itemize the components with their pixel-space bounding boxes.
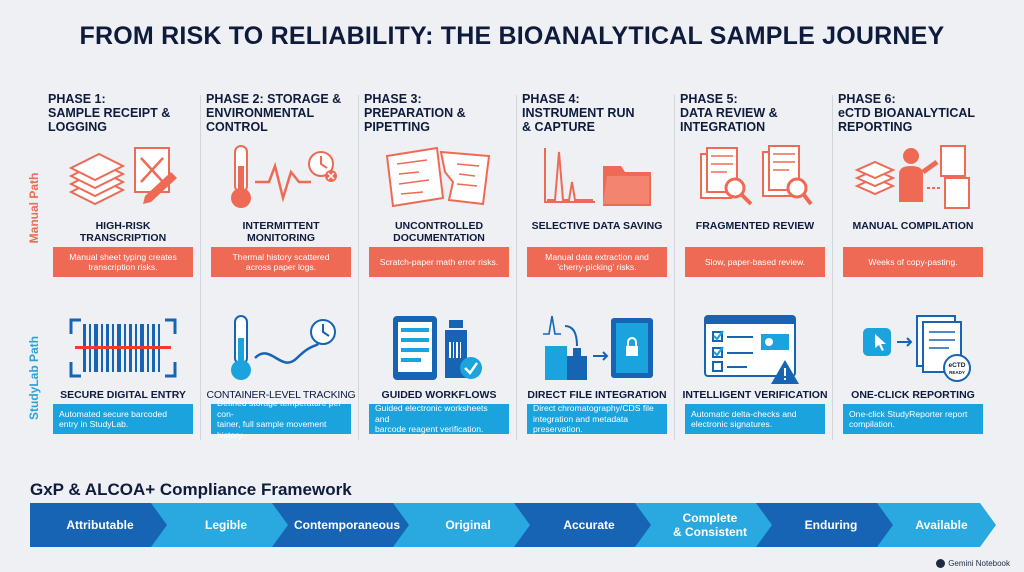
instrument-vault-icon [543, 315, 653, 380]
column-divider [674, 95, 675, 440]
studylab-caption: GUIDED WORKFLOWS [381, 389, 497, 401]
column-divider [358, 95, 359, 440]
barcode-scan-icon [69, 318, 177, 378]
phase-column-4: PHASE 4: INSTRUMENT RUN & CAPTURE SELECTIV… [522, 92, 672, 442]
phase-title: PHASE 4: INSTRUMENT RUN & CAPTURE [522, 92, 635, 134]
studylab-caption: CONTAINER-LEVEL TRACKING [206, 389, 356, 401]
studylab-caption: DIRECT FILE INTEGRATION [527, 389, 667, 401]
chromatogram-folder-icon [544, 148, 651, 206]
phase-title: PHASE 1: SAMPLE RECEIPT & LOGGING [48, 92, 171, 134]
column-divider [200, 95, 201, 440]
manual-caption: UNCONTROLLED DOCUMENTATION [393, 220, 485, 244]
paper-stack-pen-icon [68, 147, 177, 206]
chevron-contemporaneous: Contemporaneous [272, 503, 412, 547]
studylab-description: Direct chromatography/CDS file integratio… [527, 403, 667, 434]
manual-caption: HIGH-RISK TRANSCRIPTION [79, 220, 167, 244]
phase-column-1: PHASE 1: SAMPLE RECEIPT & LOGGING HIGH-RIS… [48, 92, 198, 442]
manual-description: Manual data extraction and'cherry-pickin… [527, 247, 667, 277]
manual-caption: MANUAL COMPILATION [852, 220, 974, 232]
phase-title: PHASE 5: DATA REVIEW & INTEGRATION [680, 92, 778, 134]
chevron-legible: Legible [151, 503, 291, 547]
manual-description: Slow, paper-based review. [685, 247, 825, 277]
phase-column-2: PHASE 2: STORAGE & ENVIRONMENTAL CONTROL I… [206, 92, 356, 442]
scratch-paper-icon [385, 146, 491, 208]
thermometer-clock-icon [231, 145, 337, 208]
documents-magnifier-icon [700, 145, 813, 206]
manual-description: Manual sheet typing creates transcription… [53, 247, 193, 277]
chevron-accurate: Accurate [514, 503, 654, 547]
studylab-description: Automated secure barcoded entry in StudyL… [53, 404, 193, 434]
checklist-warning-icon [704, 315, 799, 384]
manual-description: Thermal history scattered across paper lo… [211, 247, 351, 277]
phase-column-5: PHASE 5: DATA REVIEW & INTEGRATION FRAGMEN… [680, 92, 830, 442]
studylab-description: Automatic delta-checks and electronic sig… [685, 404, 825, 434]
studylab-path-label: StudyLab Path [27, 336, 41, 421]
svg-text:READY: READY [949, 370, 965, 375]
tablet-reagent-icon [393, 316, 482, 380]
chevron-available: Available [877, 503, 996, 547]
manual-path-label: Manual Path [27, 172, 41, 244]
person-documents-icon [854, 145, 970, 209]
studylab-description: Defined storage temperature per con-tain… [211, 398, 351, 440]
phase-title: PHASE 3: PREPARATION & PIPETTING [364, 92, 466, 134]
manual-description: Scratch-paper math error risks. [369, 247, 509, 277]
column-divider [832, 95, 833, 440]
studylab-description: One-click StudyReporter report compilatio… [843, 404, 983, 434]
framework-title: GxP & ALCOA+ Compliance Framework [30, 480, 352, 499]
thermometer-tracking-icon [231, 315, 336, 380]
studylab-caption: ONE-CLICK REPORTING [851, 389, 975, 401]
page-title: FROM RISK TO RELIABILITY: THE BIOANALYTI… [79, 22, 945, 50]
phase-column-3: PHASE 3: PREPARATION & PIPETTING UNCONTROL… [364, 92, 514, 442]
chevron-enduring: Enduring [756, 503, 896, 547]
phase-column-6: PHASE 6: eCTD BIOANALYTICAL REPORTING MANU… [838, 92, 988, 442]
phase-title: PHASE 6: eCTD BIOANALYTICAL REPORTING [838, 92, 976, 134]
studylab-caption: INTELLIGENT VERIFICATION [682, 389, 828, 401]
manual-caption: FRAGMENTED REVIEW [695, 220, 815, 232]
one-click-report-icon: eCTD READY [863, 315, 971, 382]
chevron-complete-consistent: Complete & Consistent [635, 503, 775, 547]
manual-description: Weeks of copy-pasting. [843, 247, 983, 277]
manual-caption: INTERMITTENT MONITORING [242, 220, 320, 244]
alcoa-chevron-row: Attributable Legible Contemporaneous Ori… [30, 503, 996, 547]
phase-title: PHASE 2: STORAGE & ENVIRONMENTAL CONTROL [206, 92, 342, 134]
chevron-original: Original [393, 503, 533, 547]
manual-caption: SELECTIVE DATA SAVING [531, 220, 663, 232]
notebook-logo-icon [936, 559, 946, 568]
studylab-caption: SECURE DIGITAL ENTRY [60, 389, 186, 401]
credit-label: Gemini Notebook [936, 559, 1010, 568]
chevron-attributable: Attributable [30, 503, 170, 547]
ectd-seal-text: eCTD [949, 362, 966, 369]
studylab-description: Guided electronic worksheets and barcode … [369, 403, 509, 434]
column-divider [516, 95, 517, 440]
